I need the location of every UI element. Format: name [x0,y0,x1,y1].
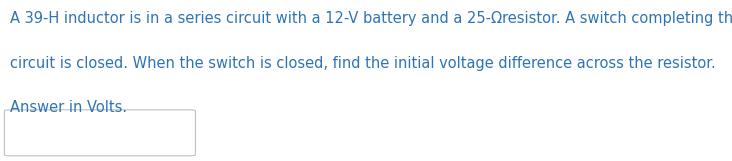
Text: circuit is closed. When the switch is closed, find the initial voltage differenc: circuit is closed. When the switch is cl… [10,56,716,71]
Text: Answer in Volts.: Answer in Volts. [10,100,127,115]
Text: A 39-H inductor is in a series circuit with a 12-V battery and a 25-Ωresistor. A: A 39-H inductor is in a series circuit w… [10,11,732,26]
FancyBboxPatch shape [4,110,195,156]
